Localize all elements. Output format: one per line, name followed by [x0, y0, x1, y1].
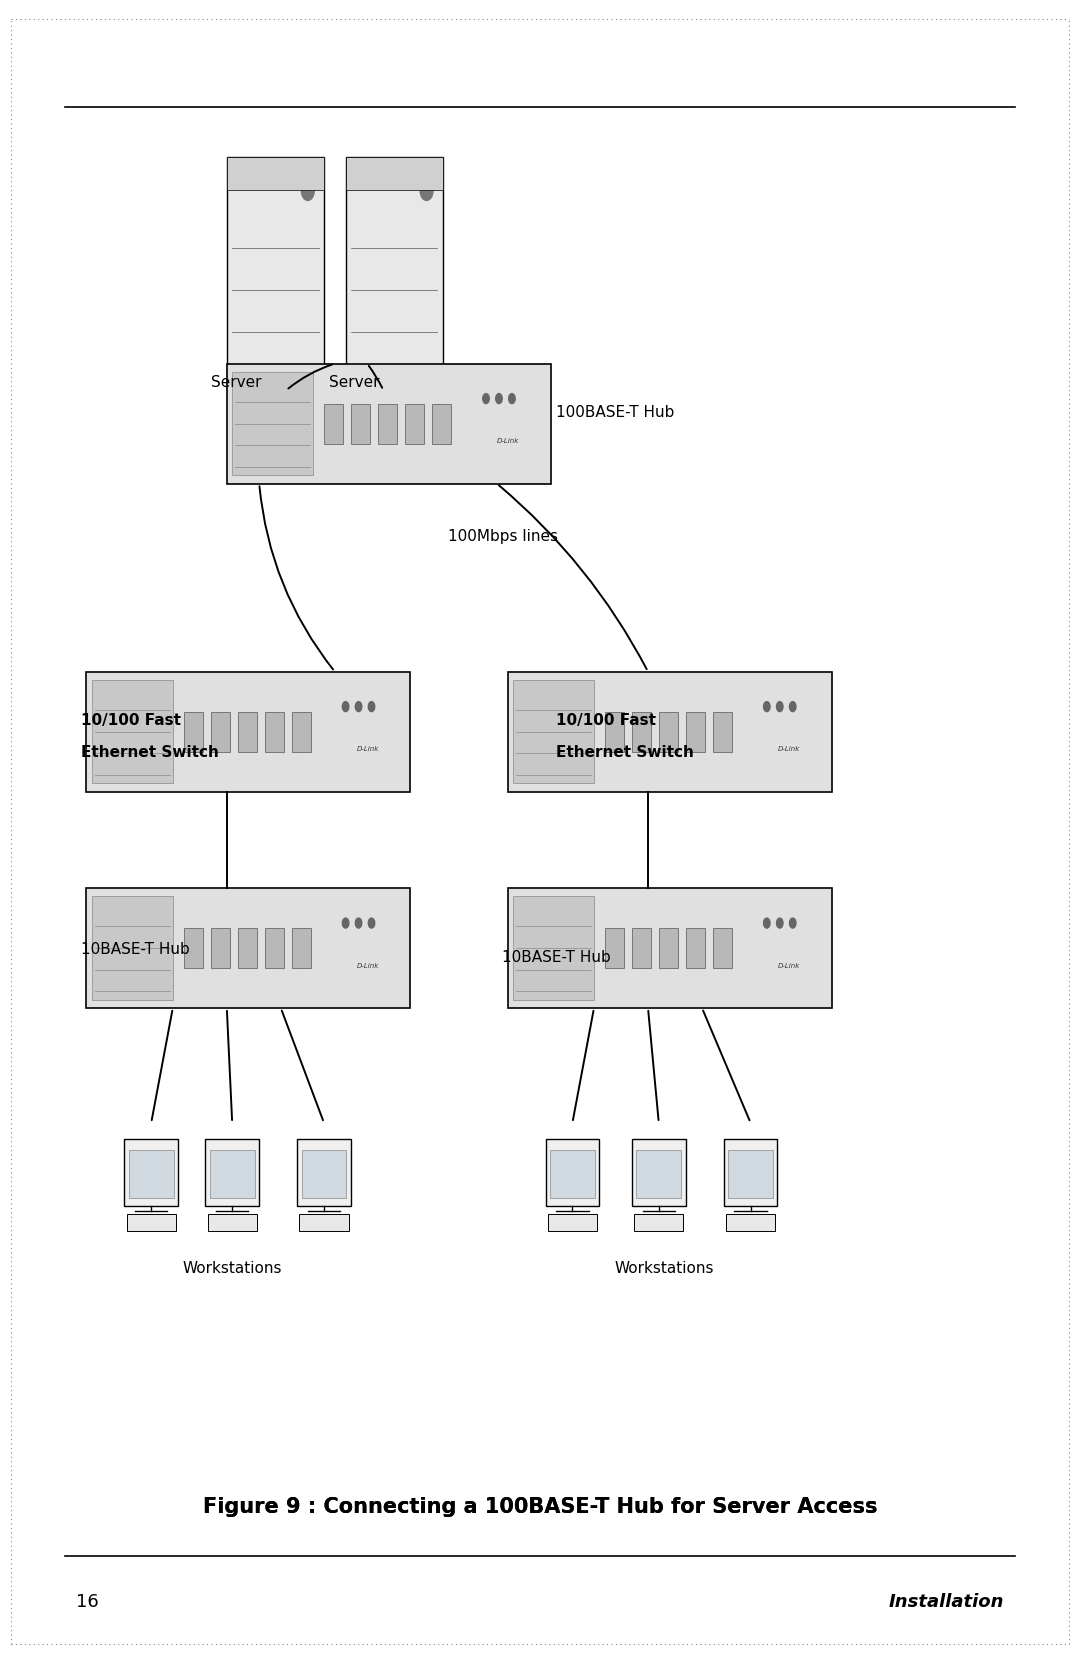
FancyBboxPatch shape — [211, 712, 230, 752]
Circle shape — [342, 919, 349, 929]
FancyBboxPatch shape — [292, 712, 311, 752]
FancyBboxPatch shape — [351, 404, 370, 444]
Circle shape — [789, 702, 796, 712]
Circle shape — [420, 181, 433, 201]
Text: Server: Server — [329, 374, 380, 389]
Text: 10BASE-T Hub: 10BASE-T Hub — [81, 940, 190, 957]
FancyBboxPatch shape — [508, 889, 832, 1008]
FancyBboxPatch shape — [432, 404, 451, 444]
Text: 10BASE-T Hub: 10BASE-T Hub — [502, 948, 611, 965]
FancyBboxPatch shape — [124, 1138, 178, 1206]
Text: 100Mbps lines: 100Mbps lines — [448, 527, 558, 544]
FancyBboxPatch shape — [205, 1138, 259, 1206]
Text: 100BASE-T Hub: 100BASE-T Hub — [556, 404, 675, 421]
Text: Installation: Installation — [889, 1592, 1004, 1609]
FancyBboxPatch shape — [405, 404, 424, 444]
FancyBboxPatch shape — [126, 1215, 176, 1231]
FancyBboxPatch shape — [265, 712, 284, 752]
FancyBboxPatch shape — [713, 929, 732, 968]
FancyBboxPatch shape — [686, 712, 705, 752]
Circle shape — [789, 919, 796, 929]
FancyBboxPatch shape — [227, 364, 551, 484]
Text: Ethernet Switch: Ethernet Switch — [556, 744, 694, 760]
FancyBboxPatch shape — [513, 897, 594, 1000]
FancyBboxPatch shape — [211, 929, 230, 968]
Circle shape — [301, 181, 314, 201]
FancyBboxPatch shape — [346, 158, 443, 191]
FancyBboxPatch shape — [659, 929, 678, 968]
FancyBboxPatch shape — [632, 1138, 686, 1206]
FancyBboxPatch shape — [636, 1151, 681, 1198]
FancyBboxPatch shape — [632, 712, 651, 752]
FancyBboxPatch shape — [508, 672, 832, 792]
FancyBboxPatch shape — [605, 712, 624, 752]
Circle shape — [368, 919, 375, 929]
Circle shape — [355, 702, 362, 712]
FancyBboxPatch shape — [238, 929, 257, 968]
Text: 10/100 Fast: 10/100 Fast — [81, 712, 181, 729]
FancyBboxPatch shape — [324, 404, 343, 444]
Circle shape — [342, 702, 349, 712]
FancyBboxPatch shape — [238, 712, 257, 752]
FancyBboxPatch shape — [210, 1151, 255, 1198]
FancyBboxPatch shape — [184, 929, 203, 968]
Circle shape — [355, 919, 362, 929]
Text: D-Link: D-Link — [497, 438, 519, 444]
FancyBboxPatch shape — [632, 929, 651, 968]
Circle shape — [777, 919, 783, 929]
FancyBboxPatch shape — [634, 1215, 684, 1231]
Circle shape — [496, 394, 502, 404]
FancyBboxPatch shape — [92, 897, 173, 1000]
FancyBboxPatch shape — [726, 1215, 775, 1231]
Text: D-Link: D-Link — [356, 745, 379, 752]
FancyBboxPatch shape — [265, 929, 284, 968]
FancyBboxPatch shape — [92, 681, 173, 784]
FancyBboxPatch shape — [227, 158, 324, 391]
Text: Figure 9 : Connecting a 100BASE-T Hub for Server Access: Figure 9 : Connecting a 100BASE-T Hub fo… — [203, 1496, 877, 1516]
FancyBboxPatch shape — [227, 158, 324, 191]
FancyBboxPatch shape — [686, 929, 705, 968]
Text: D-Link: D-Link — [778, 745, 800, 752]
FancyBboxPatch shape — [292, 929, 311, 968]
Circle shape — [509, 394, 515, 404]
FancyBboxPatch shape — [129, 1151, 174, 1198]
FancyBboxPatch shape — [548, 1215, 597, 1231]
Text: Server: Server — [211, 374, 261, 389]
Circle shape — [483, 394, 489, 404]
FancyBboxPatch shape — [86, 672, 410, 792]
FancyBboxPatch shape — [724, 1138, 778, 1206]
FancyBboxPatch shape — [232, 373, 313, 476]
FancyBboxPatch shape — [378, 404, 397, 444]
Text: Workstations: Workstations — [615, 1260, 714, 1276]
FancyBboxPatch shape — [545, 1138, 599, 1206]
Text: Workstations: Workstations — [183, 1260, 282, 1276]
Text: Ethernet Switch: Ethernet Switch — [81, 744, 219, 760]
FancyBboxPatch shape — [605, 929, 624, 968]
FancyBboxPatch shape — [728, 1151, 773, 1198]
FancyBboxPatch shape — [713, 712, 732, 752]
FancyBboxPatch shape — [550, 1151, 595, 1198]
Text: 10/100 Fast: 10/100 Fast — [556, 712, 657, 729]
FancyBboxPatch shape — [207, 1215, 257, 1231]
FancyBboxPatch shape — [184, 712, 203, 752]
FancyBboxPatch shape — [299, 1215, 349, 1231]
FancyBboxPatch shape — [346, 158, 443, 391]
Text: Figure 9 : Connecting a 100BASE-T Hub for Server Access: Figure 9 : Connecting a 100BASE-T Hub fo… — [203, 1496, 877, 1516]
Text: D-Link: D-Link — [356, 962, 379, 968]
Circle shape — [764, 702, 770, 712]
FancyBboxPatch shape — [86, 889, 410, 1008]
Circle shape — [368, 702, 375, 712]
FancyBboxPatch shape — [297, 1138, 351, 1206]
Text: D-Link: D-Link — [778, 962, 800, 968]
Circle shape — [777, 702, 783, 712]
Circle shape — [764, 919, 770, 929]
Text: 16: 16 — [76, 1592, 98, 1609]
FancyBboxPatch shape — [301, 1151, 347, 1198]
FancyBboxPatch shape — [659, 712, 678, 752]
FancyBboxPatch shape — [513, 681, 594, 784]
